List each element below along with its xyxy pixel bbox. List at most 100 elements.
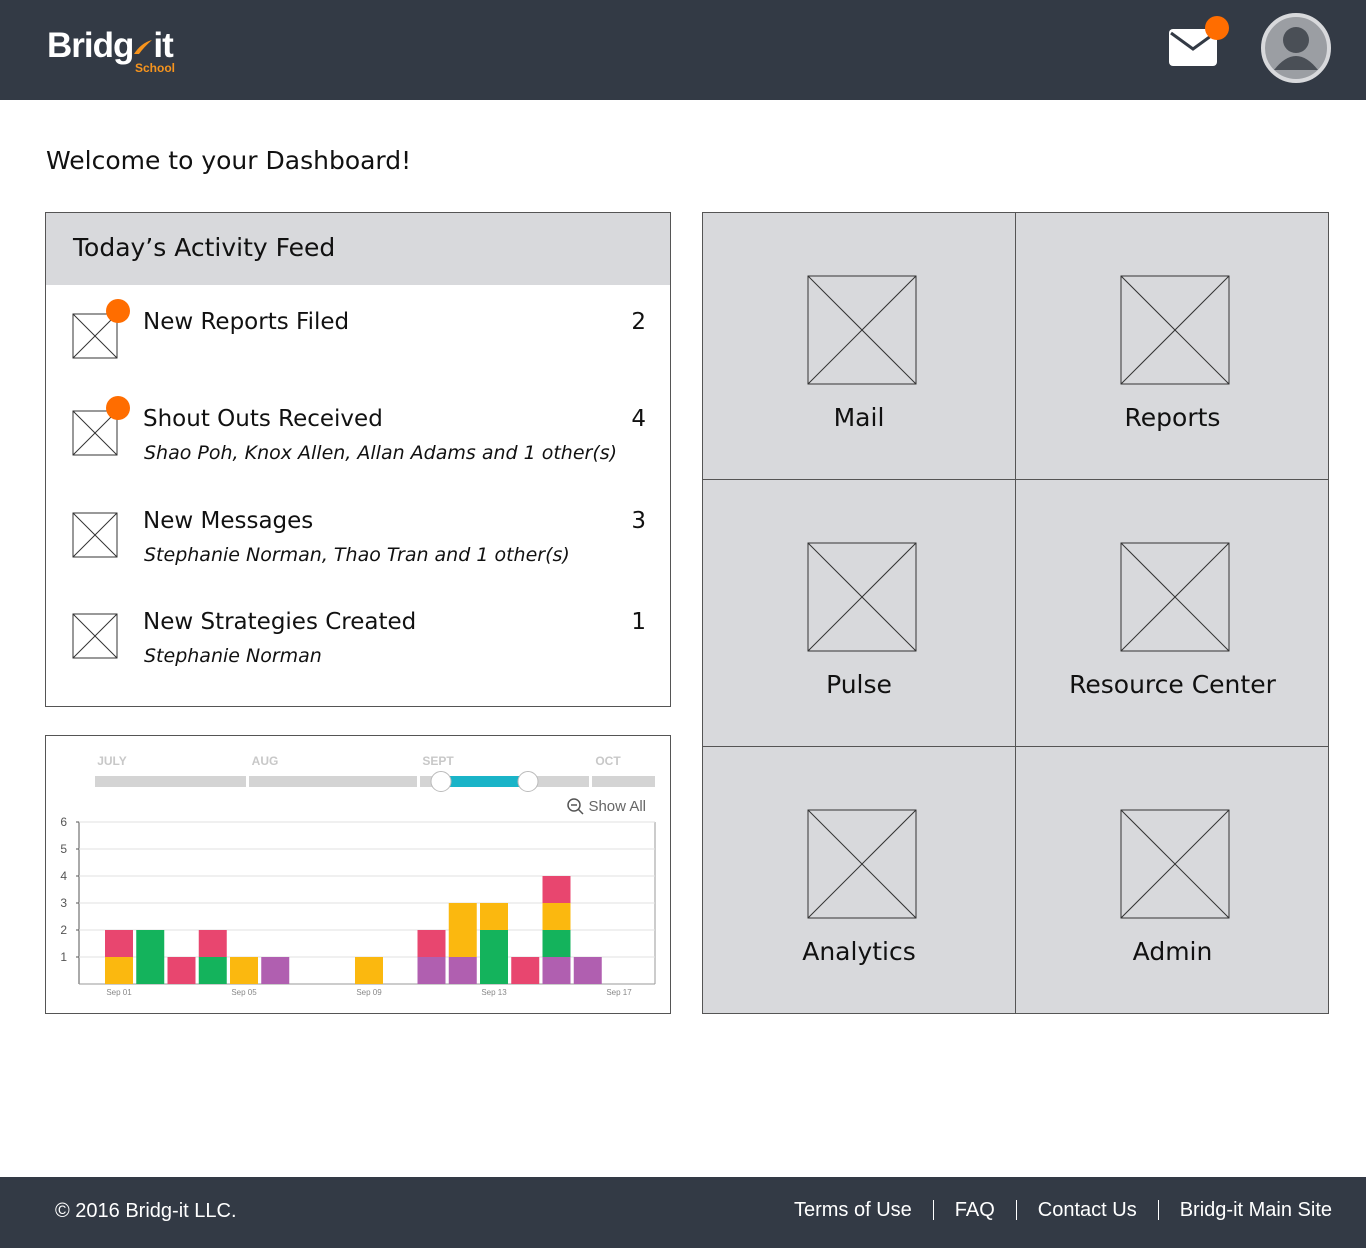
placeholder-cross xyxy=(807,275,917,385)
tile-icon xyxy=(1120,809,1230,919)
timeline-selection xyxy=(441,776,528,787)
tile-label: Reports xyxy=(1124,403,1221,432)
bar-segment xyxy=(542,957,571,984)
y-tick-label: 3 xyxy=(60,896,67,910)
footer-link[interactable]: Contact Us xyxy=(1015,1200,1158,1220)
bar-segment xyxy=(448,957,477,984)
timeline-label: AUG xyxy=(252,754,279,768)
bar-segment xyxy=(230,957,258,984)
footer-link[interactable]: FAQ xyxy=(932,1200,1016,1220)
top-bar: Bridg it School xyxy=(0,0,1366,100)
item-count: 4 xyxy=(631,406,646,432)
bar-segment xyxy=(480,930,508,984)
footer: © 2016 Bridg-it LLC. Terms of Use FAQ Cont… xyxy=(0,1177,1366,1248)
timeline-handle[interactable] xyxy=(517,771,539,792)
bar-segment xyxy=(480,903,508,930)
item-icon xyxy=(72,410,118,456)
x-tick-label: Sep 09 xyxy=(356,988,382,997)
bar-segment xyxy=(448,903,477,957)
item-title: New Reports Filed xyxy=(143,309,350,335)
tile-label: Pulse xyxy=(826,670,892,699)
tile-icon xyxy=(807,542,917,652)
placeholder-cross xyxy=(1120,275,1230,385)
timeline-label: SEPT xyxy=(422,754,454,768)
feed-header: Today’s Activity Feed xyxy=(46,213,670,285)
x-tick-label: Sep 05 xyxy=(231,988,257,997)
tile-label: Resource Center xyxy=(1069,670,1276,699)
item-count: 3 xyxy=(631,508,646,534)
x-tick-label: Sep 13 xyxy=(481,988,507,997)
timeline-track xyxy=(95,776,246,787)
placeholder-frame xyxy=(1120,809,1230,919)
bar-segment xyxy=(105,930,133,957)
item-count: 1 xyxy=(631,609,646,635)
timeline-track xyxy=(592,776,655,787)
tile[interactable]: Mail xyxy=(703,213,1016,480)
logo-swoosh xyxy=(134,40,153,54)
item-icon xyxy=(72,512,118,558)
mail-icon[interactable] xyxy=(1160,12,1240,72)
item-icon xyxy=(72,613,118,659)
bar-segment xyxy=(355,957,383,984)
timeline-handle[interactable] xyxy=(430,771,452,792)
chart-panel: JULY AUG SEPT OCT Show All 1 2 3 4 5 6 Sep 01 Sep 05… xyxy=(45,735,671,1014)
tile-icon xyxy=(807,809,917,919)
placeholder-frame xyxy=(807,542,917,652)
x-tick-label: Sep 01 xyxy=(106,988,132,997)
timeline-label: JULY xyxy=(97,754,127,768)
item-subtitle: Stephanie Norman, Thao Tran and 1 other(… xyxy=(144,544,570,566)
placeholder-frame xyxy=(72,613,118,659)
tile-grid: Mail Reports Pulse Resource Center Analytics… xyxy=(702,212,1329,1014)
alert-badge xyxy=(106,299,130,323)
x-tick-label: Sep 17 xyxy=(606,988,632,997)
bar-segment xyxy=(542,876,571,903)
avatar[interactable] xyxy=(1260,12,1332,84)
bar-segment xyxy=(511,957,540,984)
bar-segment xyxy=(167,957,196,984)
footer-link[interactable]: Bridg-it Main Site xyxy=(1157,1200,1332,1220)
logo[interactable]: Bridg it xyxy=(47,26,174,66)
item-title: Shout Outs Received xyxy=(143,406,383,432)
bar-segment xyxy=(542,930,571,957)
logo-right: it xyxy=(153,26,173,65)
show-all[interactable]: Show All xyxy=(588,798,646,815)
placeholder-cross xyxy=(807,542,917,652)
welcome-heading: Welcome to your Dashboard! xyxy=(46,146,412,175)
bar-segment xyxy=(261,957,290,984)
timeline-label: OCT xyxy=(595,754,621,768)
tile[interactable]: Analytics xyxy=(703,747,1016,1014)
item-title: New Messages xyxy=(143,508,314,534)
placeholder-frame xyxy=(72,313,118,359)
bar-segment xyxy=(417,957,446,984)
footer-link[interactable]: Terms of Use xyxy=(793,1199,912,1221)
placeholder-cross xyxy=(1120,809,1230,919)
tile-label: Mail xyxy=(833,403,885,432)
placeholder-frame xyxy=(72,512,118,558)
placeholder-frame xyxy=(807,275,917,385)
tile[interactable]: Pulse xyxy=(703,480,1016,747)
logo-tagline: School xyxy=(135,61,176,75)
zoom-icon xyxy=(567,798,581,812)
alert-badge xyxy=(106,396,130,420)
tile[interactable]: Admin xyxy=(1016,747,1329,1014)
y-tick-label: 2 xyxy=(60,923,67,937)
placeholder-frame xyxy=(72,410,118,456)
tile[interactable]: Reports xyxy=(1016,213,1329,480)
feed-title: Today’s Activity Feed xyxy=(73,233,336,262)
activity-feed: Today’s Activity Feed New Reports Filed 2… xyxy=(45,212,671,707)
placeholder-cross xyxy=(807,809,917,919)
copyright: © 2016 Bridg-it LLC. xyxy=(55,1200,237,1222)
placeholder-cross xyxy=(72,410,118,456)
zoom-handle xyxy=(577,808,584,815)
tile-label: Admin xyxy=(1132,937,1213,966)
tile-icon xyxy=(1120,542,1230,652)
y-tick-label: 5 xyxy=(60,842,67,856)
tile[interactable]: Resource Center xyxy=(1016,480,1329,747)
placeholder-frame xyxy=(1120,275,1230,385)
y-tick-label: 1 xyxy=(60,950,67,964)
placeholder-cross xyxy=(1120,542,1230,652)
placeholder-frame xyxy=(807,809,917,919)
tile-icon xyxy=(807,275,917,385)
